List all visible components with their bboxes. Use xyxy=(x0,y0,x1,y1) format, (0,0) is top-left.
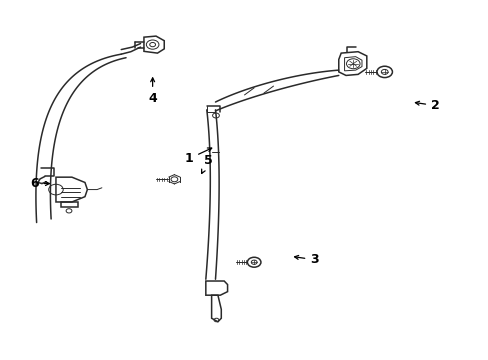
Text: 5: 5 xyxy=(201,154,212,174)
Text: 2: 2 xyxy=(415,99,439,112)
Text: 6: 6 xyxy=(30,177,49,190)
Text: 4: 4 xyxy=(148,78,157,105)
Text: 1: 1 xyxy=(184,148,211,165)
Text: 3: 3 xyxy=(294,253,318,266)
